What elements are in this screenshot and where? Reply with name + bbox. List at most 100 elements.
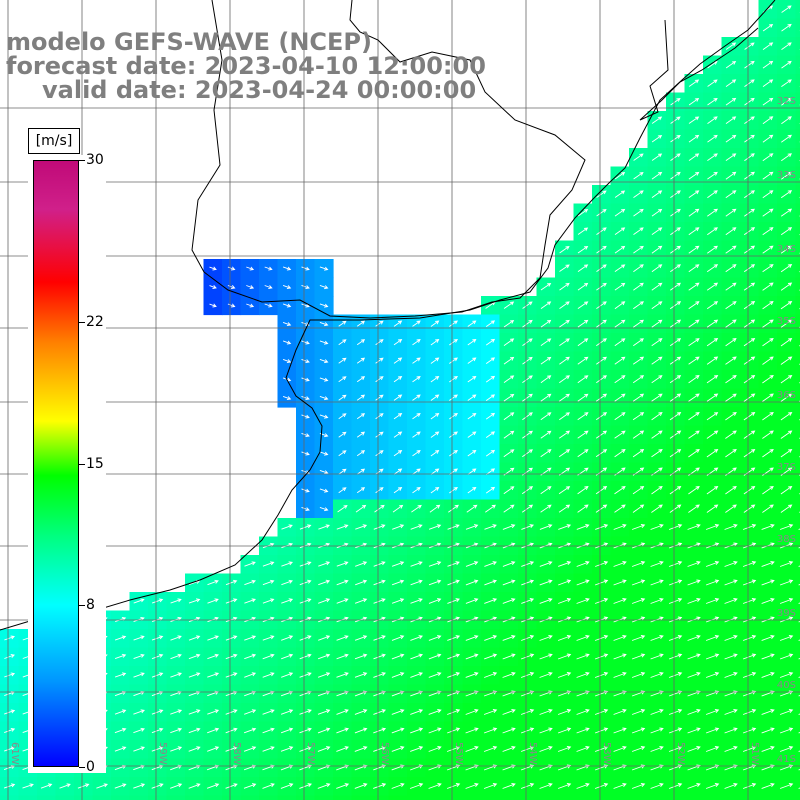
wind-arrow <box>393 320 403 327</box>
wind-arrow <box>596 245 607 254</box>
wind-arrow <box>244 579 257 586</box>
wind-arrow <box>319 358 329 364</box>
wind-speed-cell <box>444 795 464 800</box>
wind-arrow <box>188 635 201 641</box>
wind-arrow <box>596 282 607 291</box>
wind-arrow <box>209 303 217 308</box>
latitude-label: 36S <box>777 390 796 401</box>
wind-arrow <box>687 746 701 752</box>
wind-arrow <box>540 449 552 458</box>
wind-arrow <box>336 598 349 604</box>
wind-arrow <box>762 23 774 32</box>
wind-arrow <box>393 357 403 364</box>
wind-arrow <box>412 450 421 457</box>
wind-arrow <box>354 709 368 715</box>
wind-arrow <box>762 485 774 495</box>
wind-arrow <box>762 504 774 513</box>
wind-arrow <box>781 60 792 69</box>
wind-arrow <box>761 653 775 660</box>
wind-speed-cell <box>647 795 667 800</box>
wind-arrow <box>227 303 236 308</box>
wind-arrow <box>373 727 387 734</box>
colorbar-gradient <box>33 160 79 767</box>
latitude-label: 37S <box>777 462 796 473</box>
wind-arrow <box>669 412 682 421</box>
wind-arrow <box>688 375 700 384</box>
wind-arrow <box>391 709 405 715</box>
wind-arrow <box>651 134 663 143</box>
wind-arrow <box>632 504 645 513</box>
wind-arrow <box>467 486 477 494</box>
wind-arrow <box>503 430 515 439</box>
wind-arrow <box>631 579 646 586</box>
wind-arrow <box>262 579 275 586</box>
latitude-label: 39S <box>777 608 796 619</box>
wind-arrow <box>412 357 421 364</box>
wind-speed-cell <box>684 795 704 800</box>
wind-arrow <box>613 598 627 604</box>
wind-arrow <box>448 504 459 513</box>
wind-arrow <box>761 635 775 641</box>
wind-arrow <box>40 783 53 789</box>
wind-arrow <box>742 561 757 567</box>
wind-arrow <box>557 672 572 678</box>
wind-arrow <box>449 320 458 327</box>
wind-arrow <box>375 357 384 364</box>
wind-arrow <box>338 431 347 438</box>
wind-arrow <box>559 375 570 384</box>
wind-arrow <box>744 134 755 143</box>
wind-speed-cell <box>795 777 800 797</box>
wind-arrow <box>595 393 608 402</box>
wind-arrow <box>670 97 681 106</box>
wind-arrow <box>705 709 720 715</box>
wind-arrow <box>409 783 424 789</box>
wind-arrow <box>540 393 552 402</box>
wind-arrow <box>705 524 720 530</box>
wind-speed-cell <box>795 666 800 686</box>
wind-arrow <box>449 431 458 438</box>
wind-arrow <box>392 524 405 530</box>
wind-arrow <box>744 42 755 50</box>
wind-arrow <box>540 375 552 384</box>
wind-arrow <box>355 579 368 586</box>
wind-arrow <box>430 431 440 438</box>
wind-arrow <box>301 506 310 512</box>
wind-arrow <box>670 208 681 217</box>
wind-arrow <box>725 411 737 421</box>
colorbar-tick-mark <box>79 767 85 768</box>
wind-arrow <box>651 116 663 124</box>
wind-arrow <box>354 672 368 678</box>
wind-arrow <box>225 783 238 789</box>
wind-arrow <box>594 727 609 734</box>
wind-arrow <box>521 561 535 567</box>
wind-arrow <box>354 598 368 604</box>
wind-arrow <box>725 245 737 254</box>
wind-arrow <box>687 561 701 567</box>
wind-arrow <box>356 468 366 475</box>
wind-arrow <box>282 266 292 271</box>
wind-arrow <box>669 375 682 384</box>
wind-arrow <box>650 727 664 734</box>
wind-arrow <box>467 468 477 475</box>
wind-arrow <box>540 356 552 365</box>
wind-arrow <box>503 412 515 421</box>
colorbar-tick-label: 30 <box>86 152 104 168</box>
wind-arrow <box>539 783 553 789</box>
wind-arrow <box>614 264 626 272</box>
wind-speed-cell <box>0 795 20 800</box>
wind-arrow <box>133 746 145 752</box>
wind-arrow <box>668 635 683 641</box>
wind-arrow <box>299 635 312 641</box>
wind-arrow <box>446 746 461 752</box>
wind-arrow <box>114 783 127 789</box>
wind-arrow <box>614 504 626 513</box>
longitude-label: 57W <box>305 742 316 765</box>
wind-arrow <box>725 264 737 273</box>
wind-arrow <box>762 153 774 162</box>
wind-arrow <box>206 783 220 789</box>
wind-arrow <box>465 561 479 567</box>
wind-speed-cell <box>795 0 800 20</box>
wind-arrow <box>301 266 310 271</box>
wind-arrow <box>633 338 644 347</box>
wind-arrow <box>780 282 793 291</box>
